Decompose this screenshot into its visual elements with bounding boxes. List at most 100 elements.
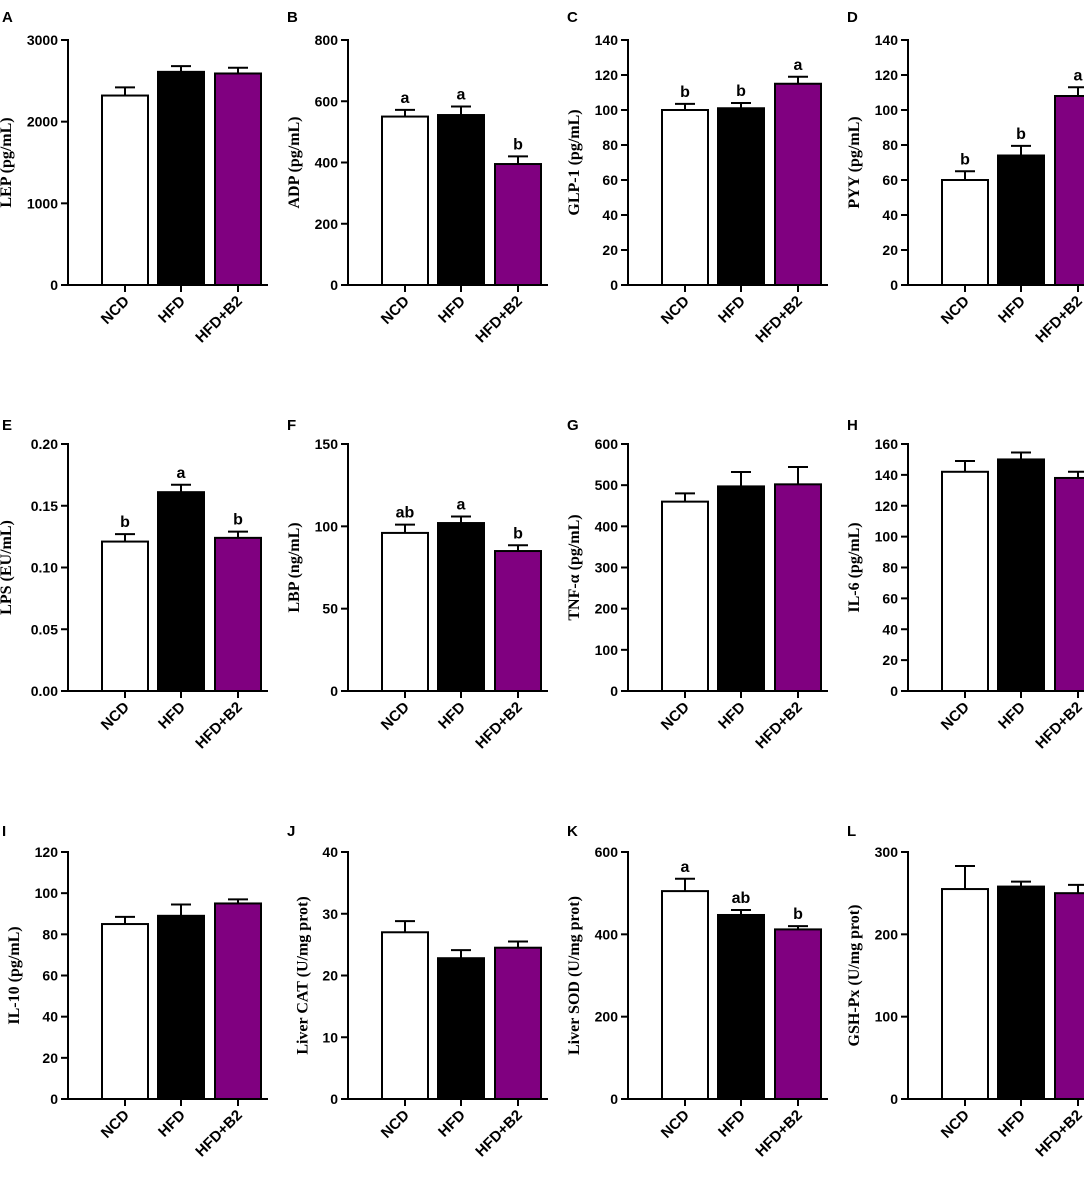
panel-h-ytick-label: 100 [875, 529, 899, 545]
panel-l-ytick-label: 100 [875, 1009, 899, 1025]
panel-e-letter: E [2, 417, 12, 434]
panel-h-ytick-label: 60 [882, 590, 898, 606]
panel-d: D 0 20 40 60 80 100 120 140 PYY (pg/mL) b NCD b HFD a H… [846, 9, 1084, 346]
panel-i-bar-ncd [101, 923, 149, 1101]
panel-d-ylabel: PYY (pg/mL) [846, 116, 863, 208]
panel-j-bar-hfd [437, 957, 485, 1101]
panel-k-ytick-label: 0 [610, 1091, 618, 1107]
panel-i-letter: I [2, 823, 6, 840]
panel-j-bar-ncd [381, 931, 429, 1101]
panel-k-category-label: NCD [658, 1107, 693, 1142]
panel-b-ytick-label: 800 [315, 32, 339, 48]
panel-c-ytick-label: 80 [602, 137, 618, 153]
panel-k: K 0 200 400 600 Liver SOD (U/mg prot) a NCD ab HF… [566, 823, 828, 1160]
panel-b-category-label: HFD+B2 [472, 293, 526, 347]
panel-b-bar-ncd [381, 115, 429, 286]
panel-f-ylabel: LBP (ng/mL) [286, 522, 303, 612]
panel-b-category-label: NCD [378, 293, 413, 328]
panel-f: F 0 50 100 150 LBP (ng/mL) ab NCD a HFD b HFD+B2 [286, 417, 548, 752]
panel-c-sig-label: b [680, 84, 690, 101]
panel-e-sig-label: a [177, 465, 186, 482]
panel-g-category-label: HFD+B2 [752, 699, 806, 753]
panel-e-category-label: NCD [98, 699, 133, 734]
panel-e-ylabel: LPS (EU/mL) [0, 520, 15, 615]
panel-d-bar-hfd [997, 154, 1045, 286]
panel-l-bar-ncd [941, 888, 989, 1100]
panel-b-ylabel: ADP (pg/mL) [286, 117, 303, 209]
panel-g-ytick-label: 200 [595, 601, 619, 617]
panel-c-ytick-label: 100 [595, 102, 619, 118]
panel-d-sig-label: b [1016, 126, 1026, 143]
panel-h-ytick-label: 160 [875, 436, 899, 452]
panel-h: H 0 20 40 60 80 100 120 140 160 IL-6 (pg/mL) NCD HFD… [846, 417, 1084, 752]
panel-b-ytick-label: 200 [315, 216, 339, 232]
panel-e-sig-label: b [233, 512, 243, 529]
panel-j-category-label: HFD+B2 [472, 1107, 526, 1161]
panel-i-ytick-label: 40 [42, 1009, 58, 1025]
panel-l-letter: L [847, 823, 856, 840]
panel-a-bar-hfd-b2 [214, 72, 262, 286]
panel-i-bar-hfd-b2 [214, 902, 262, 1100]
panel-a: A 0 1000 2000 3000 LEP (pg/mL) NCD HFD HFD+B2 [0, 9, 268, 346]
panel-h-ytick-label: 80 [882, 560, 898, 576]
panel-f-bar-hfd-b2 [494, 550, 542, 692]
panel-k-sig-label: b [793, 906, 803, 923]
panel-f-letter: F [287, 417, 296, 434]
panel-j-letter: J [287, 823, 295, 840]
panel-i-ytick-label: 20 [42, 1050, 58, 1066]
panel-i-ytick-label: 60 [42, 968, 58, 984]
panel-b-ytick-label: 400 [315, 155, 339, 171]
panel-c-letter: C [567, 9, 578, 26]
panel-g-ylabel: TNF-α (pg/mL) [566, 514, 583, 620]
panel-h-category-label: NCD [938, 699, 973, 734]
panel-b: B 0 200 400 600 800 ADP (pg/mL) a NCD a HFD b HFD+B2 [286, 9, 548, 346]
panel-a-category-label: HFD+B2 [192, 293, 246, 347]
panel-i-ytick-label: 80 [42, 926, 58, 942]
panel-f-bar-ncd [381, 531, 429, 692]
panel-d-ytick-label: 20 [882, 242, 898, 258]
panel-j-bar-hfd-b2 [494, 946, 542, 1101]
panel-f-sig-label: a [457, 496, 466, 513]
panel-g-ytick-label: 0 [610, 683, 618, 699]
panel-a-ytick-label: 1000 [27, 195, 58, 211]
panel-f-bar-hfd [437, 522, 485, 692]
panel-k-ytick-label: 400 [595, 926, 619, 942]
panel-k-category-label: HFD+B2 [752, 1107, 806, 1161]
panel-g: G 0 100 200 300 400 500 600 TNF-α (pg/mL) NCD HFD H… [566, 417, 828, 752]
panel-d-sig-label: b [960, 151, 970, 168]
panel-c-ytick-label: 120 [595, 67, 619, 83]
panel-k-bar-hfd-b2 [774, 928, 822, 1100]
panel-l-category-label: NCD [938, 1107, 973, 1142]
panel-f-ytick-label: 150 [315, 436, 339, 452]
panel-f-ytick-label: 100 [315, 518, 339, 534]
panel-j-category-label: NCD [378, 1107, 413, 1142]
panel-a-ytick-label: 0 [50, 277, 58, 293]
panel-a-category-label: NCD [98, 293, 133, 328]
panel-g-bar-hfd [717, 485, 765, 692]
panel-d-ytick-label: 40 [882, 207, 898, 223]
panel-c-sig-label: a [794, 57, 803, 74]
panel-l: L 0 100 200 300 GSH-Px (U/mg prot) NCD HFD HFD+B… [846, 823, 1084, 1160]
panel-h-ytick-label: 120 [875, 498, 899, 514]
panel-a-letter: A [2, 9, 13, 26]
panel-k-sig-label: a [681, 859, 690, 876]
panel-l-ytick-label: 300 [875, 844, 899, 860]
panel-c-ytick-label: 140 [595, 32, 619, 48]
panel-k-ylabel: Liver SOD (U/mg prot) [566, 896, 583, 1055]
panel-f-category-label: HFD+B2 [472, 699, 526, 753]
panel-f-ytick-label: 50 [322, 601, 338, 617]
panel-d-category-label: HFD [995, 293, 1029, 327]
panel-d-bar-ncd [941, 179, 989, 286]
panel-g-letter: G [567, 417, 579, 434]
panel-d-ytick-label: 120 [875, 67, 899, 83]
panel-b-bar-hfd-b2 [494, 163, 542, 286]
panel-d-ytick-label: 100 [875, 102, 899, 118]
panel-e-category-label: HFD+B2 [192, 699, 246, 753]
panel-i-category-label: HFD+B2 [192, 1107, 246, 1161]
panel-g-bar-ncd [661, 500, 709, 692]
panel-f-category-label: HFD [435, 699, 469, 733]
panel-h-ytick-label: 40 [882, 621, 898, 637]
panel-f-sig-label: ab [396, 505, 415, 522]
panel-a-ytick-label: 3000 [27, 32, 58, 48]
